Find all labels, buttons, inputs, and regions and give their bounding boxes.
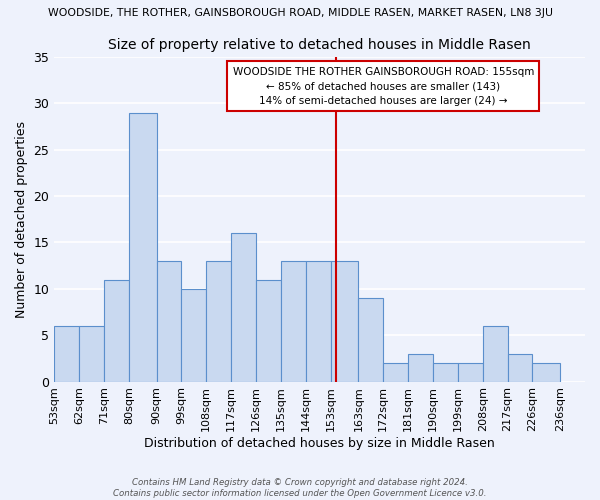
Bar [433,363,458,382]
Bar [408,354,433,382]
Bar [532,363,560,382]
Y-axis label: Number of detached properties: Number of detached properties [15,120,28,318]
Bar [104,280,129,382]
Bar [79,326,104,382]
Bar [306,261,331,382]
Bar [483,326,508,382]
Bar [358,298,383,382]
X-axis label: Distribution of detached houses by size in Middle Rasen: Distribution of detached houses by size … [144,437,495,450]
Bar [181,289,206,382]
Text: Contains HM Land Registry data © Crown copyright and database right 2024.
Contai: Contains HM Land Registry data © Crown c… [113,478,487,498]
Bar [281,261,306,382]
Bar [129,112,157,382]
Bar [331,261,358,382]
Bar [206,261,231,382]
Bar [458,363,483,382]
Bar [157,261,181,382]
Bar [54,326,79,382]
Bar [508,354,532,382]
Text: WOODSIDE THE ROTHER GAINSBOROUGH ROAD: 155sqm
← 85% of detached houses are small: WOODSIDE THE ROTHER GAINSBOROUGH ROAD: 1… [233,66,534,106]
Bar [383,363,408,382]
Text: WOODSIDE, THE ROTHER, GAINSBOROUGH ROAD, MIDDLE RASEN, MARKET RASEN, LN8 3JU: WOODSIDE, THE ROTHER, GAINSBOROUGH ROAD,… [47,8,553,18]
Bar [231,233,256,382]
Bar [256,280,281,382]
Title: Size of property relative to detached houses in Middle Rasen: Size of property relative to detached ho… [108,38,531,52]
